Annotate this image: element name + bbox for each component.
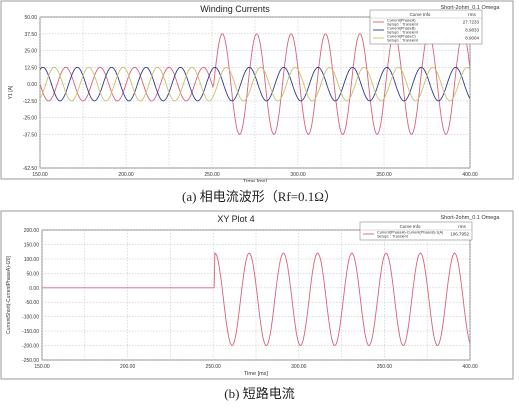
y-tick-label: 150.00: [24, 242, 40, 248]
y-tick-label: -25.00: [23, 116, 37, 122]
x-tick-label: 250.00: [206, 364, 222, 370]
y-tick-label: 200.00: [24, 228, 40, 234]
caption-a: (a) 相电流波形（Rf=0.1Ω）: [182, 189, 337, 204]
x-tick-label: 300.00: [290, 172, 306, 178]
legend-value: 27.7233: [463, 20, 480, 25]
legend-value: 8.9004: [465, 36, 479, 41]
legend-name: Current(PhaseA): [387, 19, 416, 23]
y-tick-label: -100.00: [22, 315, 39, 321]
chart-title: XY Plot 4: [217, 214, 254, 224]
legend-name: Current(PhaseB): [387, 27, 416, 31]
legend-name: Current(PhaseA)-Current(Phase8)-1(A): [377, 231, 444, 235]
y-tick-label: -250.00: [22, 358, 39, 364]
caption-b: (b) 短路电流: [224, 386, 295, 401]
x-tick-label: 250.00: [204, 172, 220, 178]
legend-value: 106.7952: [450, 232, 469, 237]
y-tick-label: 0.00: [27, 82, 37, 88]
legend-setup: Setup1 : Transient: [387, 22, 419, 26]
x-axis-label: Time [ms]: [244, 371, 268, 377]
x-tick-label: 150.00: [34, 364, 50, 370]
series-line: [40, 66, 470, 102]
y-tick-label: -50.00: [25, 300, 39, 306]
y-tick-label: 50.00: [26, 271, 39, 277]
legend-value: 8.9833: [465, 28, 479, 33]
y-tick-label: 25.00: [24, 49, 37, 55]
legend-setup: Setup1 : Transient: [387, 38, 419, 42]
legend-header: rms: [458, 224, 466, 229]
legend-setup: Setup1 : Transient: [387, 30, 419, 34]
y-tick-label: -150.00: [22, 329, 39, 335]
chart-tag: Short-2ohm_0.1 Omega: [440, 5, 500, 11]
x-tick-label: 400.00: [462, 172, 478, 178]
x-tick-label: 300.00: [291, 364, 307, 370]
x-tick-label: 150.00: [32, 172, 48, 178]
x-tick-label: 350.00: [377, 364, 393, 370]
x-tick-label: 400.00: [462, 364, 478, 370]
legend-box: [359, 221, 473, 241]
x-tick-label: 350.00: [376, 172, 392, 178]
y-axis-label: Y1 [A]: [8, 85, 14, 99]
legend-setup: Setup1 : Transient: [377, 234, 409, 238]
y-axis-label: CurrentShort(-CurrentPhaseA)-I20]: [6, 255, 12, 333]
x-tick-label: 200.00: [118, 172, 134, 178]
x-axis-label: Time [ms]: [243, 179, 267, 182]
y-tick-label: -62.50: [23, 166, 37, 172]
legend-header: Curve Info: [400, 224, 421, 229]
legend-header: Curve Info: [410, 12, 431, 17]
y-tick-label: 12.50: [24, 65, 37, 71]
series-line: [42, 252, 470, 347]
chart-title: Winding Currents: [200, 4, 270, 14]
short-circuit-chart: XY Plot 4 Short-2ohm_0.1 Omega 200.00 150.0…: [0, 210, 514, 380]
legend-header: rms: [468, 12, 476, 17]
y-tick-label: -12.50: [23, 99, 37, 105]
y-tick-label: -200.00: [22, 344, 39, 350]
legend-name: Current(PhaseC): [387, 35, 416, 39]
y-tick-label: 100.00: [24, 257, 40, 263]
y-tick-label: 0.00: [29, 286, 39, 292]
legend-box: [369, 9, 483, 45]
y-tick-label: 50.00: [24, 15, 37, 21]
x-tick-label: 200.00: [120, 364, 136, 370]
y-tick-label: -37.50: [23, 132, 37, 138]
winding-currents-chart: Winding Currents Short-2ohm_0.1 Omega 50.0…: [0, 0, 514, 182]
y-tick-label: 37.50: [24, 32, 37, 38]
chart-tag: Short-2ohm_0.1 Omega: [440, 215, 500, 221]
